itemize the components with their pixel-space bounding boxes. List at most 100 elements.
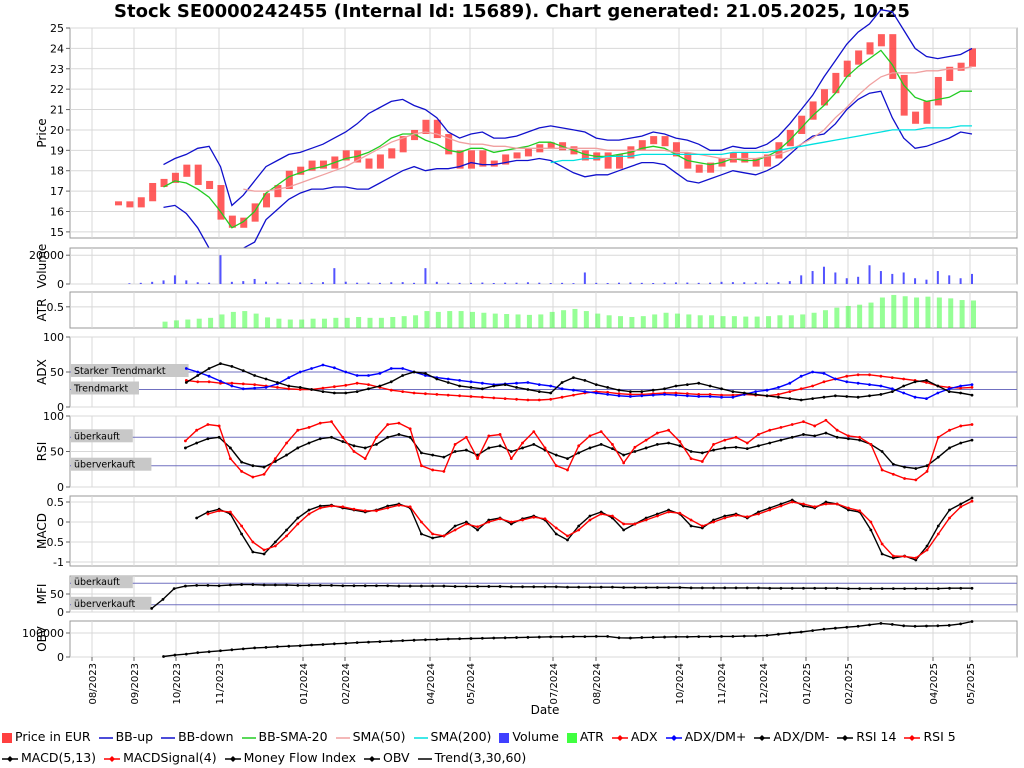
series-point-macd: [655, 514, 659, 518]
series-point-adx: [230, 381, 234, 385]
price-candle: [342, 150, 350, 161]
series-point-obv: [754, 634, 758, 638]
series-point-adx: [833, 394, 837, 398]
series-point-obv: [241, 647, 245, 651]
series-point-rsi: [959, 441, 963, 445]
volume-bar: [504, 282, 507, 284]
ylabel-atr: ATR: [35, 299, 49, 322]
volume-bar: [481, 282, 484, 284]
series-line-adx-2: [185, 362, 973, 401]
series-point-macd: [408, 505, 412, 509]
price-candle: [764, 154, 772, 167]
series-point-macd: [554, 532, 558, 536]
price-candle: [695, 164, 703, 173]
series-point-rsi: [566, 457, 569, 460]
series-point-adx: [526, 388, 530, 391]
series-point-macd: [397, 503, 401, 507]
series-point-rsi: [397, 433, 401, 436]
atr-bar: [822, 310, 828, 328]
series-point-rsi: [532, 430, 536, 434]
series-point-adx: [298, 388, 302, 391]
series-point-mfi: [802, 586, 805, 590]
series-point-obv: [321, 643, 325, 646]
legend-label: BB-down: [178, 729, 234, 744]
series-point-rsi: [521, 446, 524, 450]
series-point-obv: [367, 640, 370, 644]
volume-bar: [788, 281, 791, 284]
price-candle: [707, 162, 715, 173]
legend-swatch: [904, 735, 921, 741]
ytick-label-adx: 100: [43, 331, 64, 344]
series-point-mfi: [723, 586, 727, 590]
series-point-mfi: [341, 584, 345, 588]
legend-label: MACD(5,13): [21, 750, 97, 765]
price-candle: [855, 50, 863, 65]
series-point-macd: [577, 528, 581, 532]
volume-bar: [595, 282, 598, 284]
atr-bar: [652, 314, 658, 328]
series-point-macd: [970, 499, 974, 503]
series-point-mfi: [150, 607, 154, 610]
price-candle: [923, 101, 931, 124]
atr-bar: [162, 321, 168, 328]
series-point-rsi: [835, 428, 839, 432]
series-point-rsi: [903, 477, 906, 480]
series-point-rsi: [835, 435, 839, 439]
series-point-rsi: [228, 446, 232, 450]
series-point-rsi: [936, 455, 940, 459]
price-candle: [388, 148, 396, 159]
legend-label: Money Flow Index: [243, 750, 356, 765]
series-point-rsi: [330, 435, 333, 439]
series-point-macd: [318, 506, 322, 510]
series-point-mfi: [611, 585, 614, 589]
xtick-label: 04/2024: [426, 663, 437, 705]
price-candle: [969, 48, 976, 67]
xtick-label: 11/2024: [717, 663, 728, 705]
series-point-adx: [583, 390, 587, 393]
volume-bar: [561, 282, 564, 284]
atr-bar: [663, 312, 669, 328]
series-point-adx: [959, 384, 963, 388]
atr-bar: [401, 316, 407, 328]
series-point-adx: [515, 397, 518, 401]
volume-bar: [948, 275, 951, 284]
atr-bar: [515, 314, 521, 328]
series-point-adx: [890, 376, 894, 379]
series-point-rsi: [824, 431, 828, 435]
series-point-adx: [537, 398, 541, 402]
series-point-adx: [913, 380, 917, 384]
series-point-macd: [914, 558, 918, 562]
series-point-rsi: [318, 421, 322, 425]
volume-bar: [526, 282, 529, 284]
series-point-rsi: [880, 450, 884, 453]
atr-bar: [435, 311, 441, 328]
series-point-obv: [663, 635, 666, 639]
series-point-adx: [560, 381, 564, 384]
atr-bar: [959, 300, 965, 328]
series-point-rsi: [251, 475, 255, 479]
volume-bar: [743, 282, 746, 284]
series-point-mfi: [318, 583, 322, 587]
ytick-label-macd: -0.5: [43, 536, 64, 549]
atr-bar: [720, 316, 726, 328]
series-point-rsi: [880, 468, 884, 472]
series-point-adx: [685, 392, 689, 396]
series-point-rsi: [655, 431, 659, 435]
series-point-rsi: [925, 464, 929, 468]
volume-bar: [333, 268, 336, 284]
series-point-adx: [219, 362, 222, 365]
series-point-mfi: [386, 584, 390, 588]
series-point-macd: [566, 538, 569, 542]
legend: Price in EUR BB-up BB-down BB-SMA-20 SMA(50)…: [2, 726, 1022, 768]
series-point-adx: [697, 381, 701, 385]
series-point-adx: [594, 383, 598, 386]
series-point-adx: [469, 380, 473, 384]
series-point-mfi: [408, 584, 412, 588]
series-point-adx: [663, 393, 666, 396]
series-point-adx: [651, 393, 655, 397]
atr-bar: [868, 302, 874, 328]
series-point-adx: [583, 379, 587, 382]
volume-bar: [230, 281, 233, 284]
legend-swatch: [566, 733, 577, 743]
series-point-rsi: [802, 433, 805, 436]
